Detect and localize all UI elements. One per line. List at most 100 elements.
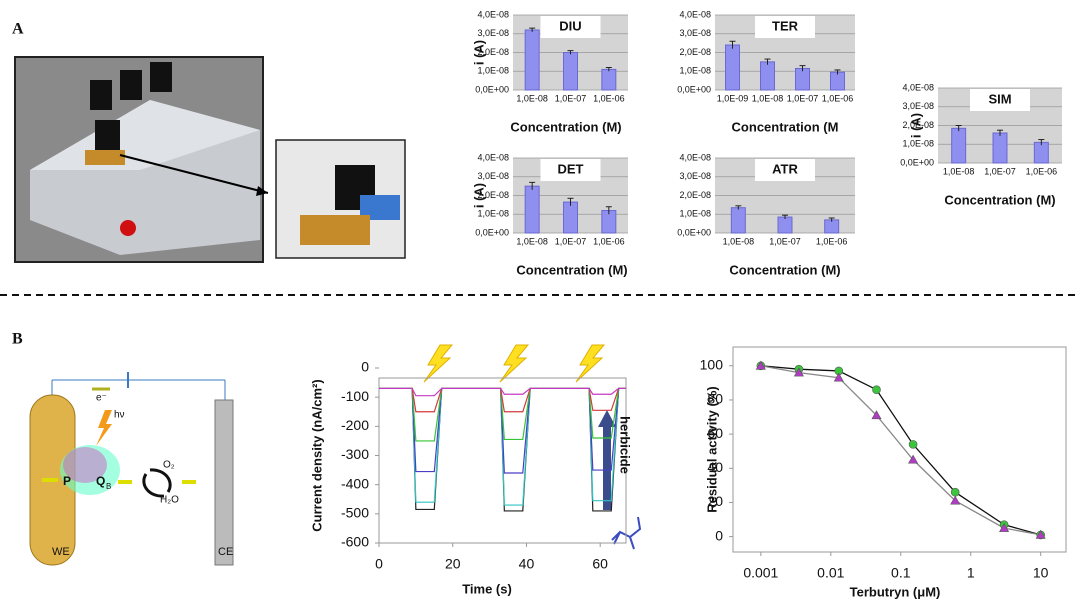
current-trace <box>379 387 626 474</box>
x-axis-label: Concentration (M) <box>516 262 627 277</box>
x-tick-label: 1,0E-08 <box>723 236 755 246</box>
y-tick-label: 1,0E-08 <box>477 209 509 219</box>
x-tick-label: 1,0E-08 <box>516 236 548 246</box>
y-tick-label: 2,0E-08 <box>477 190 509 200</box>
y-tick-label: 3,0E-08 <box>902 101 934 111</box>
y-tick-label: 80 <box>707 391 723 407</box>
x-tick-label: 1,0E-07 <box>787 93 819 103</box>
bar <box>951 127 967 164</box>
x-tick-label: 0 <box>375 556 383 572</box>
data-point <box>950 495 961 505</box>
bar <box>824 219 840 234</box>
data-point <box>950 487 960 497</box>
bar <box>795 67 810 91</box>
bar <box>760 61 775 91</box>
x-tick-label: 1,0E-06 <box>1026 166 1058 176</box>
x-tick-label: 1,0E-07 <box>555 93 587 103</box>
current-trace <box>379 387 626 512</box>
x-tick-label: 0.001 <box>743 565 778 581</box>
y-tick-label: 1,0E-08 <box>679 209 711 219</box>
x-axis-label: Concentration (M) <box>510 119 621 134</box>
bar <box>524 185 540 234</box>
x-axis-label: Terbutryn (μM) <box>850 584 941 599</box>
fit-curve <box>760 365 1041 536</box>
title-box <box>755 159 815 181</box>
light-label: hν <box>114 410 125 421</box>
fit-curve <box>760 365 1041 536</box>
chart-title: ATR <box>772 161 798 176</box>
title-box <box>755 16 815 38</box>
x-tick-label: 1,0E-09 <box>717 93 749 103</box>
y-axis-label: Current density (nA/cm²) <box>309 379 324 531</box>
y-tick-label: 100 <box>700 356 724 372</box>
y-tick-label: 2,0E-08 <box>477 47 509 57</box>
y-tick-label: -200 <box>341 417 369 433</box>
device-photo <box>14 56 269 263</box>
bar <box>992 132 1008 164</box>
data-point <box>793 367 804 377</box>
y-tick-label: 0 <box>715 527 723 543</box>
o2-label: O₂ <box>163 460 175 471</box>
y-tick-label: -100 <box>341 388 369 404</box>
y-tick-label: 2,0E-08 <box>679 47 711 57</box>
x-tick-label: 1,0E-07 <box>555 236 587 246</box>
y-tick-label: 2,0E-08 <box>679 190 711 200</box>
current-trace <box>379 387 626 506</box>
bar <box>563 201 578 234</box>
x-axis-label: Concentration (M) <box>729 262 840 277</box>
y-tick-label: 4,0E-08 <box>679 152 711 162</box>
data-point <box>872 385 881 395</box>
y-tick-label: 1,0E-08 <box>679 66 711 76</box>
y-tick-label: 4,0E-08 <box>679 9 711 19</box>
qb-sub: B <box>106 482 111 491</box>
electron-label: e⁻ <box>96 393 107 404</box>
plot-frame <box>378 377 627 544</box>
qb-label: Q <box>96 474 105 488</box>
y-tick-label: 2,0E-08 <box>902 120 934 130</box>
bar <box>524 29 540 91</box>
x-tick-label: 1,0E-07 <box>984 166 1016 176</box>
y-tick-label: -300 <box>341 446 369 462</box>
y-tick-label: 60 <box>707 425 723 441</box>
y-tick-label: 3,0E-08 <box>477 171 509 181</box>
x-tick-label: 1,0E-06 <box>593 93 625 103</box>
y-tick-label: 4,0E-08 <box>477 9 509 19</box>
electrode-label: WE <box>52 546 70 558</box>
chart-title: SIM <box>988 91 1011 106</box>
data-point <box>908 454 919 464</box>
x-axis-label: Concentration (M) <box>944 192 1055 207</box>
y-tick-label: -400 <box>341 475 369 491</box>
y-tick-label: 0,0E+00 <box>900 157 934 167</box>
panel-label: B <box>12 331 23 348</box>
y-tick-label: 40 <box>707 459 723 475</box>
y-tick-label: 3,0E-08 <box>679 28 711 38</box>
electrode-label: CE <box>218 546 233 558</box>
data-point <box>755 360 766 370</box>
y-tick-label: 4,0E-08 <box>902 82 934 92</box>
chart-title: DIU <box>559 18 581 33</box>
data-point <box>999 522 1010 532</box>
annotation: herbicide <box>618 416 633 474</box>
y-tick-label: 4,0E-08 <box>477 152 509 162</box>
title-box <box>540 159 601 181</box>
data-point <box>833 372 844 382</box>
x-tick-label: 60 <box>592 556 608 572</box>
y-tick-label: 3,0E-08 <box>679 171 711 181</box>
title-box <box>970 89 1030 111</box>
x-tick-label: 1,0E-08 <box>943 166 975 176</box>
y-tick-label: -600 <box>341 534 369 550</box>
x-tick-label: 10 <box>1033 565 1049 581</box>
x-tick-label: 1,0E-06 <box>822 93 854 103</box>
x-tick-label: 40 <box>519 556 535 572</box>
x-tick-label: 1 <box>967 565 975 581</box>
data-point <box>871 410 882 420</box>
y-tick-label: 0,0E+00 <box>677 227 711 237</box>
current-trace <box>379 387 626 442</box>
bar <box>777 216 793 234</box>
y-tick-label: 3,0E-08 <box>477 28 509 38</box>
p-label: P <box>63 474 71 488</box>
bar <box>563 52 578 91</box>
y-tick-label: 0,0E+00 <box>475 84 509 94</box>
x-tick-label: 1,0E-06 <box>593 236 625 246</box>
